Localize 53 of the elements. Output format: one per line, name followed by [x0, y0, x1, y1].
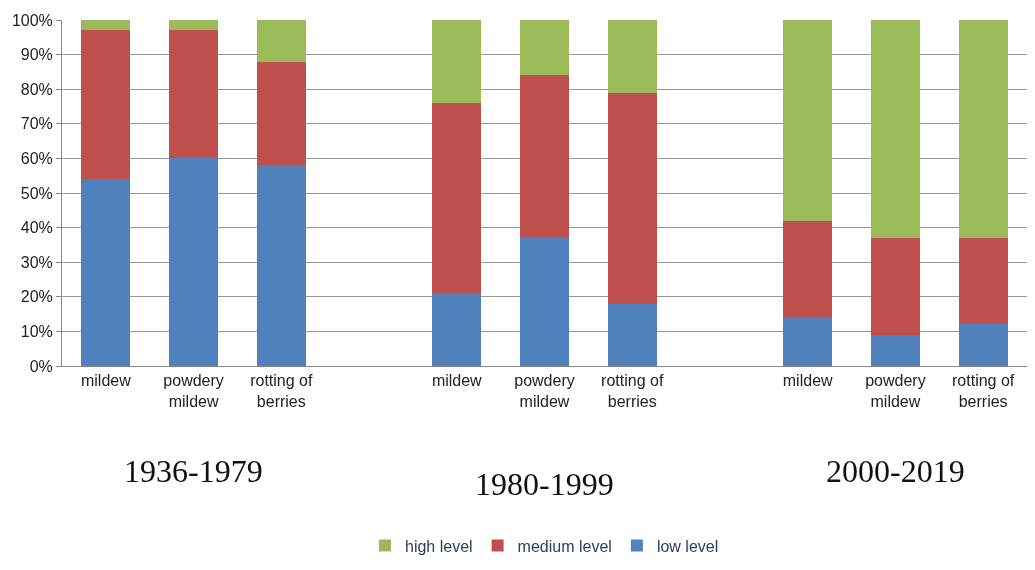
bar — [519, 237, 570, 366]
y-tick-label: 60% — [20, 150, 53, 167]
legend-label: high level — [405, 537, 473, 555]
bar — [432, 103, 482, 294]
bar — [432, 20, 482, 104]
bar — [169, 20, 219, 31]
bar — [169, 30, 219, 159]
bar — [256, 165, 306, 366]
bar — [870, 20, 920, 238]
bar — [958, 237, 1008, 325]
legend-label: medium level — [517, 537, 612, 555]
x-tick-label: mildew — [431, 372, 483, 390]
x-tick-label: powdery mildew — [865, 372, 926, 410]
bar — [870, 237, 920, 335]
bar — [256, 61, 306, 166]
x-tick-label: powdery mildew — [514, 372, 575, 410]
y-tick-label: 40% — [20, 219, 53, 237]
x-tick-label: rotting of berries — [952, 372, 1015, 410]
y-tick-label: 80% — [20, 80, 53, 98]
bar — [519, 75, 570, 238]
legend-label: low level — [656, 537, 719, 555]
bar — [81, 30, 131, 180]
bar — [607, 92, 657, 304]
bar — [783, 20, 833, 221]
x-tick-label: powdery mildew — [163, 372, 224, 410]
y-tick-label: 30% — [20, 253, 53, 271]
text: 1936-1979 — [124, 453, 263, 489]
x-tick-label: rotting of berries — [250, 372, 313, 410]
bar — [432, 293, 482, 366]
bar — [783, 317, 833, 366]
y-tick-label: 70% — [20, 115, 53, 133]
text: 1980-1999 — [475, 466, 614, 502]
bar — [870, 334, 920, 366]
bar — [81, 179, 131, 366]
y-tick-label: 100% — [11, 11, 53, 29]
bar — [256, 20, 306, 62]
bar — [958, 324, 1008, 366]
bar — [607, 303, 657, 366]
y-tick-label: 20% — [20, 288, 53, 306]
y-tick-label: 0% — [29, 357, 53, 375]
bar — [169, 158, 219, 366]
y-tick-label: 10% — [20, 323, 53, 340]
bar — [607, 20, 657, 93]
bar — [958, 20, 1008, 238]
x-tick-label: mildew — [782, 372, 834, 390]
x-tick-label: rotting of berries — [601, 372, 664, 410]
bar — [81, 20, 131, 31]
y-tick-label: 90% — [20, 46, 53, 64]
y-tick-label: 50% — [20, 184, 53, 202]
x-tick-label: mildew — [80, 372, 132, 390]
bar — [519, 20, 570, 76]
bar — [783, 220, 833, 318]
text: 2000-2019 — [826, 453, 965, 489]
